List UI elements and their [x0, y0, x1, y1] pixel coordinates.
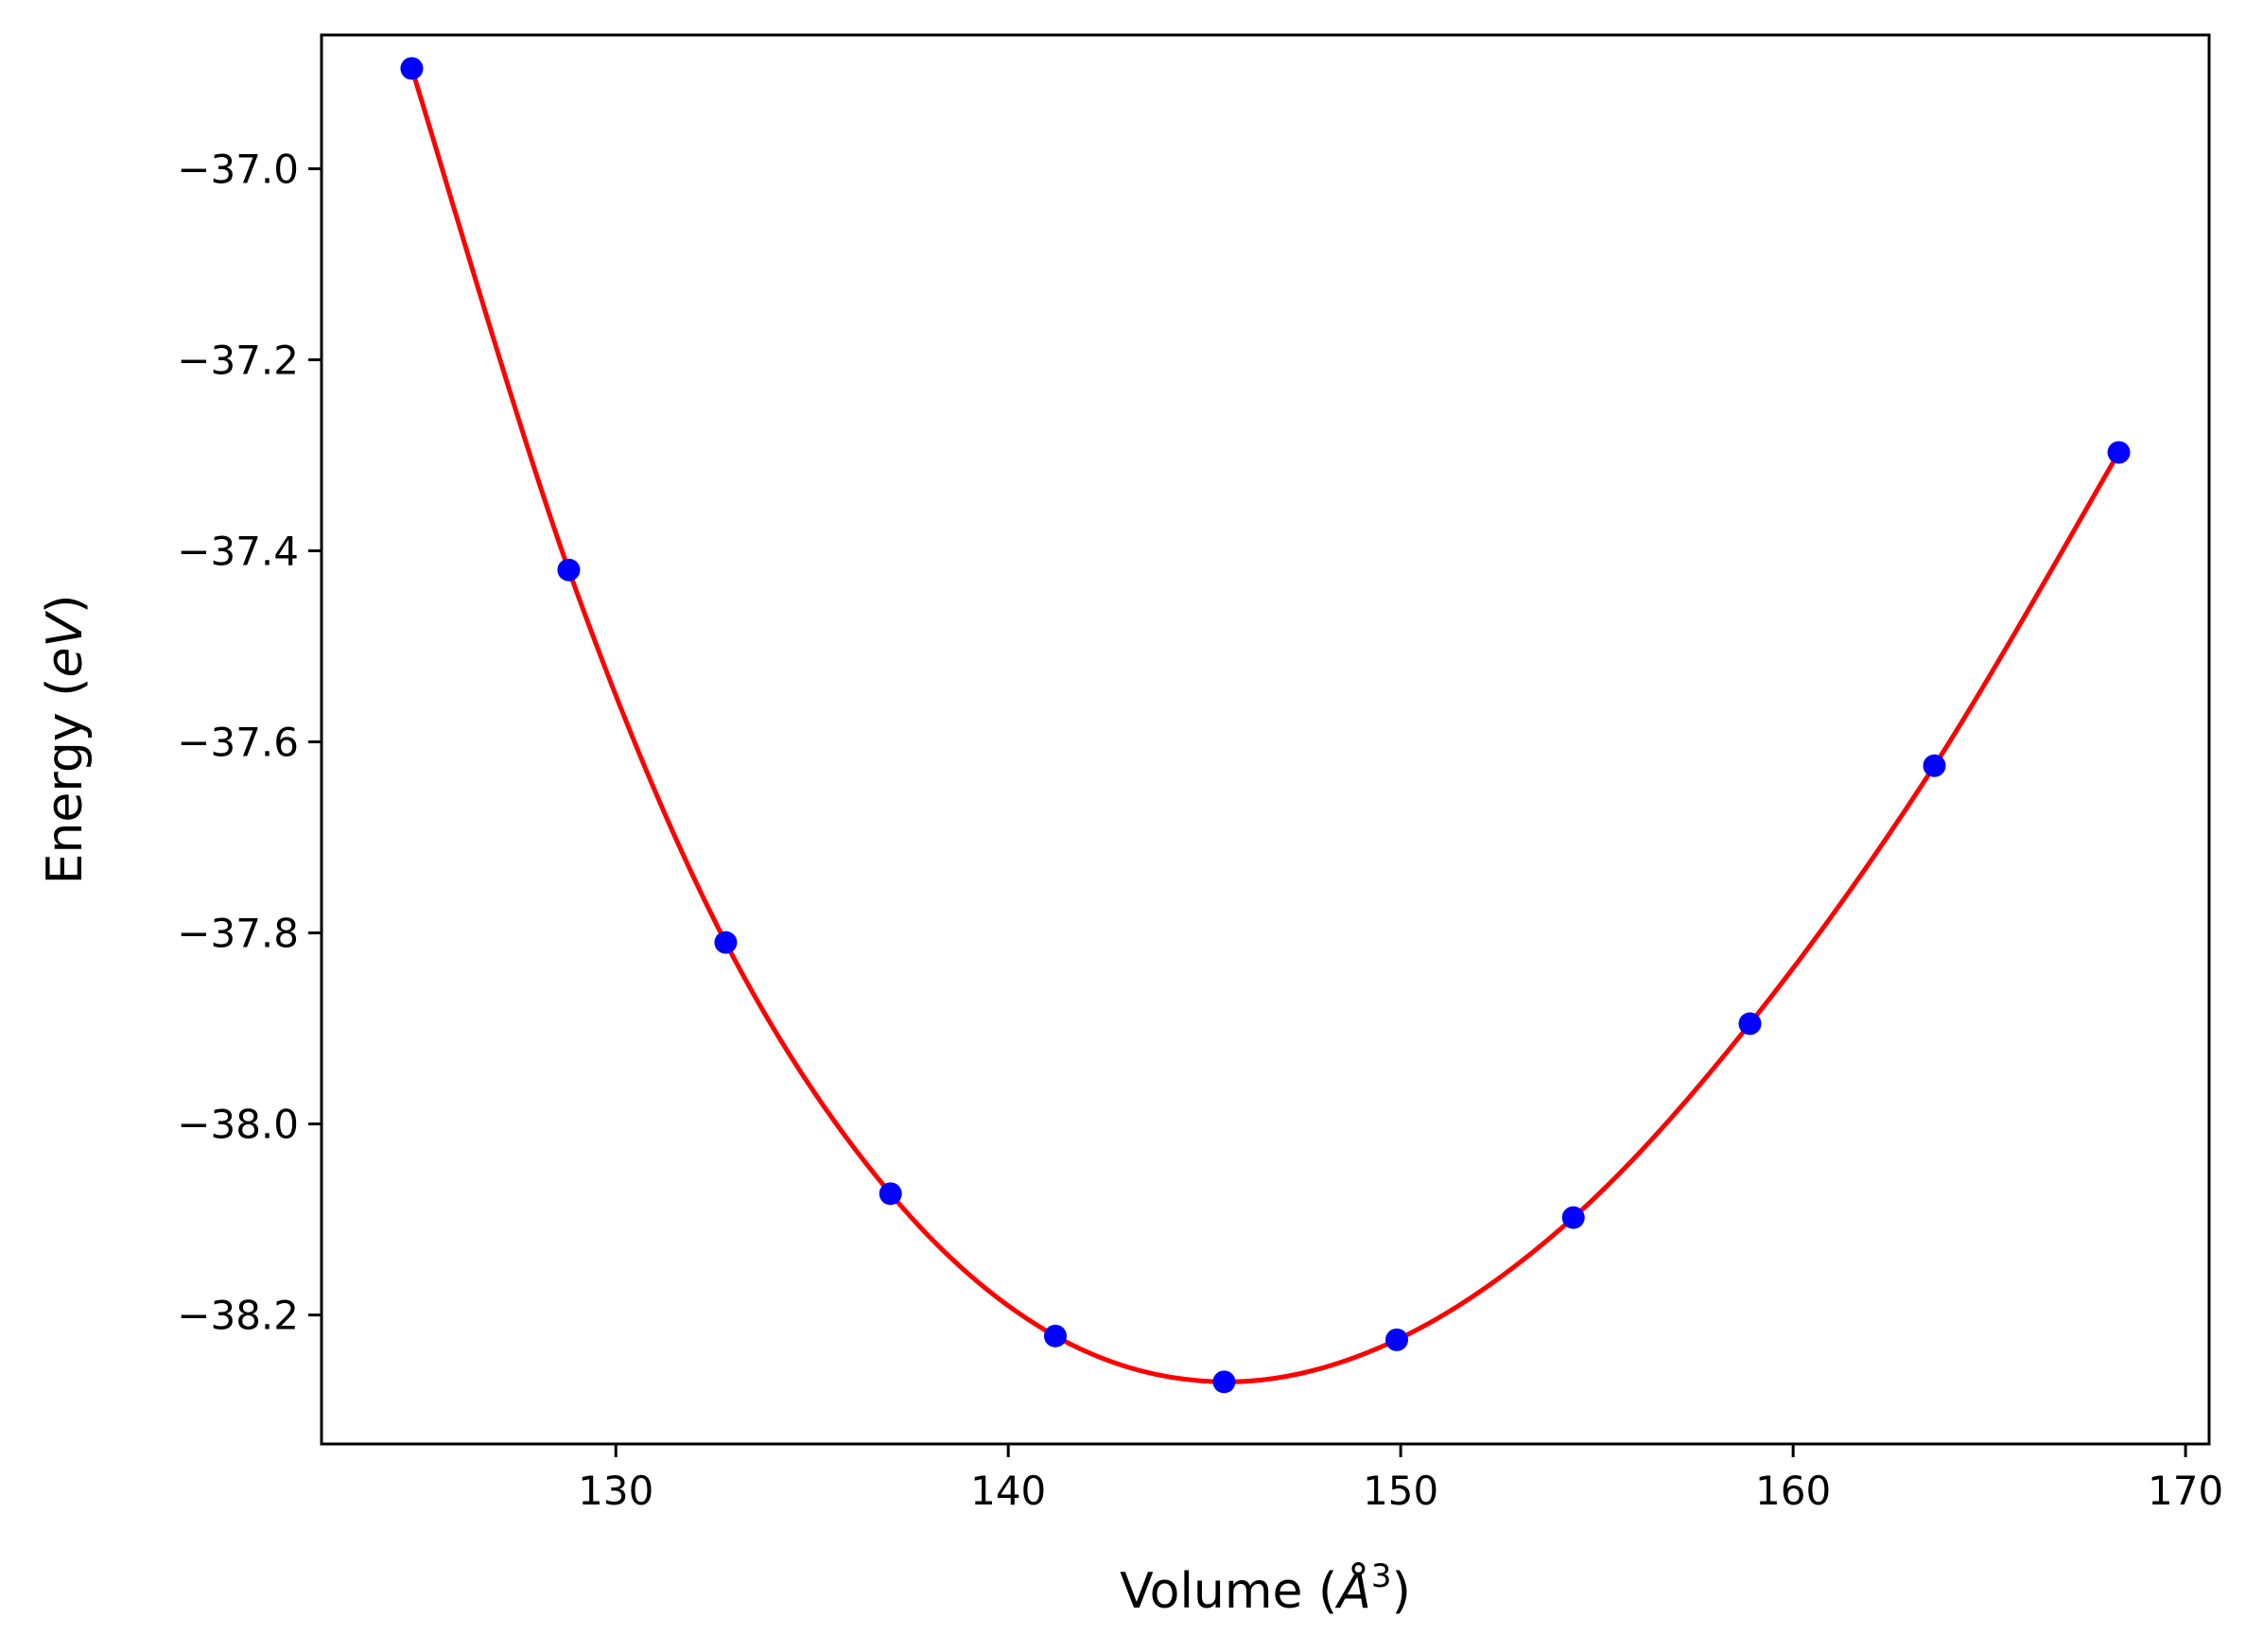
data-point	[1043, 1324, 1067, 1348]
y-tick-label: −37.0	[177, 146, 299, 192]
x-axis-label-suffix: )	[1392, 1563, 1411, 1620]
data-point	[400, 57, 424, 80]
y-tick-label: −37.8	[177, 911, 299, 957]
y-axis-label-unit: eV	[37, 611, 94, 678]
y-tick-label: −38.0	[177, 1102, 299, 1148]
data-point	[2107, 441, 2131, 464]
y-axis-label-suffix: )	[37, 595, 94, 614]
x-tick-label: 160	[1755, 1468, 1831, 1514]
y-axis-ticks: −37.0 −37.2 −37.4 −37.6 −37.8 −38.0 −38.2	[177, 146, 322, 1339]
x-axis-label-unit: Å	[1334, 1561, 1371, 1620]
plot-area	[322, 35, 2209, 1444]
data-point	[879, 1182, 902, 1206]
y-axis-label-prefix: Energy (	[37, 678, 94, 885]
y-tick-label: −37.2	[177, 337, 299, 383]
y-tick-label: −37.4	[177, 528, 299, 574]
fit-curve-layer	[409, 65, 2122, 1384]
axes-frame	[320, 33, 2211, 1446]
x-tick-label: 130	[578, 1468, 653, 1514]
x-tick-label: 150	[1363, 1468, 1438, 1514]
data-point	[1561, 1206, 1585, 1229]
data-points-layer	[400, 57, 2131, 1394]
x-tick-label: 140	[970, 1468, 1046, 1514]
data-point	[1212, 1370, 1236, 1394]
data-point	[1923, 754, 1946, 777]
x-axis-label-prefix: Volume (	[1120, 1563, 1337, 1620]
y-tick-label: −37.6	[177, 720, 299, 766]
x-axis-label: Volume (Å3)	[1120, 1557, 1411, 1620]
y-tick-label: −38.2	[177, 1293, 299, 1339]
data-point	[557, 558, 581, 582]
data-point	[1738, 1012, 1762, 1035]
y-axis-label: Energy (eV)	[37, 595, 94, 885]
data-point	[714, 930, 738, 954]
x-tick-label: 170	[2148, 1468, 2223, 1514]
x-axis-label-superscript: 3	[1371, 1557, 1392, 1595]
fit-curve-line	[409, 65, 2122, 1384]
x-axis-ticks: 130 140 150 160 170	[578, 1444, 2223, 1514]
data-point	[1385, 1328, 1409, 1351]
